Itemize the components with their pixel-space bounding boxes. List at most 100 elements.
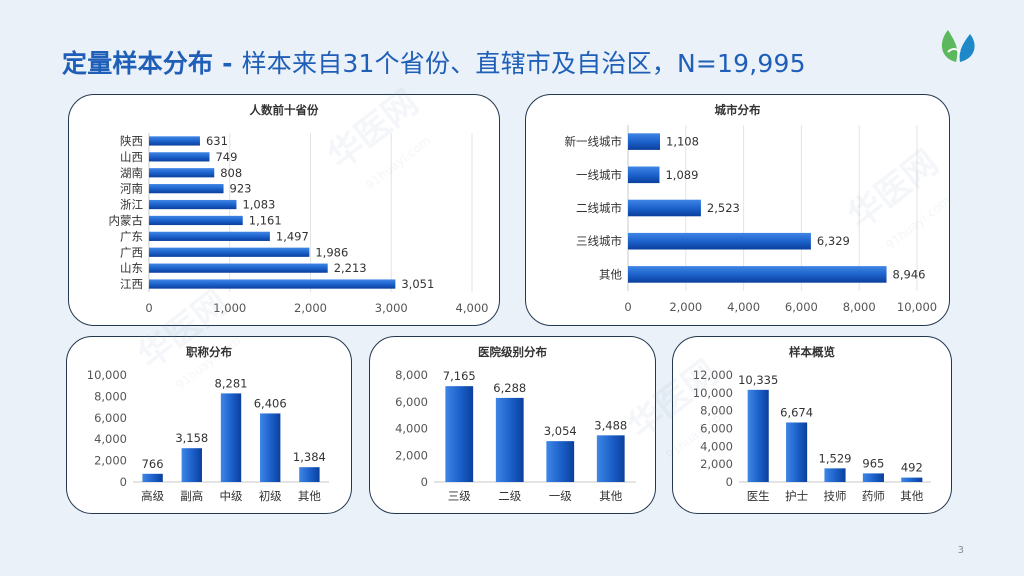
title_rank-value-label: 3,158 bbox=[175, 431, 208, 445]
title_rank-category-label: 高级 bbox=[141, 489, 164, 503]
sample_overview-category-label: 其他 bbox=[900, 489, 923, 503]
provinces-category-label: 山西 bbox=[120, 150, 143, 164]
provinces-x-tick-label: 3,000 bbox=[375, 301, 408, 315]
provinces-x-tick-label: 4,000 bbox=[456, 301, 489, 315]
slide-title-subtitle: 样本来自31个省份、直辖市及自治区，N=19,995 bbox=[241, 49, 806, 78]
sample_overview-category-label: 医生 bbox=[747, 489, 770, 503]
provinces-bar bbox=[149, 184, 224, 194]
provinces-value-label: 1,083 bbox=[242, 198, 275, 212]
hospital_level-y-tick-label: 2,000 bbox=[395, 448, 428, 462]
hospital_level-value-label: 7,165 bbox=[443, 369, 476, 383]
title_rank-category-label: 中级 bbox=[220, 489, 243, 503]
title_rank-bar bbox=[299, 467, 320, 482]
hospital_level-bar bbox=[495, 397, 524, 482]
city-category-label: 其他 bbox=[599, 267, 622, 281]
provinces-category-label: 湖南 bbox=[120, 166, 143, 180]
title_rank-bar bbox=[220, 393, 242, 482]
sample_overview-value-label: 10,335 bbox=[738, 373, 778, 387]
slide-title-bold: 定量样本分布 - bbox=[62, 49, 242, 78]
sample_overview-category-label: 药师 bbox=[862, 489, 885, 503]
title_rank-value-label: 8,281 bbox=[215, 376, 248, 390]
title_rank-y-tick-label: 6,000 bbox=[94, 411, 127, 425]
sample_overview-y-tick-label: 12,000 bbox=[693, 368, 733, 382]
sample_overview-y-tick-label: 2,000 bbox=[700, 457, 733, 471]
hospital_level-bar bbox=[445, 386, 474, 482]
provinces-bar bbox=[149, 247, 310, 257]
page-number: 3 bbox=[957, 545, 964, 556]
sample_overview-value-label: 492 bbox=[901, 461, 923, 475]
hospital_level-bar bbox=[596, 435, 625, 482]
title_rank-category-label: 副高 bbox=[180, 489, 203, 503]
provinces-category-label: 浙江 bbox=[120, 198, 143, 212]
title_rank-y-tick-label: 2,000 bbox=[94, 454, 127, 468]
provinces-bar bbox=[149, 215, 243, 226]
city-x-tick-label: 10,000 bbox=[897, 300, 937, 314]
city-category-label: 一线城市 bbox=[576, 168, 622, 182]
sample_overview-value-label: 1,529 bbox=[819, 451, 852, 465]
sample_overview-bar bbox=[901, 477, 923, 482]
title_rank-bar bbox=[181, 448, 202, 482]
sample_overview-value-label: 6,674 bbox=[780, 405, 813, 419]
sample_overview-category-label: 护士 bbox=[785, 489, 808, 503]
provinces-bar bbox=[149, 279, 396, 289]
sample_overview-bar bbox=[786, 422, 808, 482]
provinces-bar-chart: 0 1,000 2,000 3,000 4,000 陕西 631 山西 749 湖南 808 河南 92… bbox=[109, 133, 489, 315]
sample_overview-y-tick-label: 6,000 bbox=[700, 422, 733, 436]
provinces-value-label: 1,497 bbox=[276, 229, 309, 243]
city-value-label: 8,946 bbox=[893, 267, 926, 281]
title-rank-chart-panel: 职称分布 0 2,000 4,000 6,000 8,000 10,000 766 高级 3,1… bbox=[66, 336, 352, 514]
provinces-value-label: 2,213 bbox=[334, 261, 367, 275]
provinces-category-label: 江西 bbox=[120, 277, 143, 291]
title_rank-value-label: 766 bbox=[142, 457, 164, 471]
sample_overview-category-label: 技师 bbox=[824, 489, 847, 503]
sample-overview-chart-panel: 样本概览 0 2,000 4,000 6,000 8,000 10,000 12,000 10… bbox=[672, 336, 952, 514]
slide-title: 定量样本分布 - 样本来自31个省份、直辖市及自治区，N=19,995 bbox=[62, 44, 806, 80]
hospital_level-value-label: 6,288 bbox=[493, 381, 526, 395]
city-x-tick-label: 8,000 bbox=[843, 300, 876, 314]
city-x-tick-label: 4,000 bbox=[727, 300, 760, 314]
city-value-label: 2,523 bbox=[707, 201, 740, 215]
hospital_level-value-label: 3,054 bbox=[544, 424, 577, 438]
title_rank-category-label: 其他 bbox=[298, 489, 321, 503]
title_rank-bar bbox=[260, 413, 281, 482]
title_rank-bar bbox=[142, 473, 163, 482]
sample_overview-bar bbox=[862, 473, 884, 482]
city-chart-panel: 城市分布 0 2,000 4,000 6,000 8,000 10,000 新一线城市 1,1… bbox=[525, 94, 950, 326]
hospital_level-y-tick-label: 8,000 bbox=[395, 368, 428, 382]
title-rank-chart-title: 职称分布 bbox=[186, 345, 232, 359]
city-value-label: 6,329 bbox=[817, 234, 850, 248]
sample-overview-chart-title: 样本概览 bbox=[789, 345, 835, 359]
hospital-level-chart-panel: 医院级别分布 0 2,000 4,000 6,000 8,000 7,165 三级 6,288… bbox=[369, 336, 656, 514]
city-chart-title: 城市分布 bbox=[714, 103, 761, 117]
sample_overview-bar bbox=[824, 468, 846, 482]
provinces-value-label: 1,161 bbox=[249, 213, 282, 227]
provinces-bar bbox=[149, 263, 328, 273]
provinces-category-label: 山东 bbox=[120, 261, 143, 275]
provinces-value-label: 808 bbox=[220, 166, 242, 180]
title_rank-category-label: 初级 bbox=[259, 489, 282, 503]
title_rank-value-label: 1,384 bbox=[293, 450, 326, 464]
provinces-category-label: 内蒙古 bbox=[109, 213, 144, 227]
sample_overview-y-tick-label: 8,000 bbox=[700, 404, 733, 418]
hospital_level-category-label: 二级 bbox=[498, 489, 521, 503]
sample_overview-y-tick-label: 10,000 bbox=[693, 386, 733, 400]
hospital_level-y-tick-label: 6,000 bbox=[395, 395, 428, 409]
city-x-tick-label: 2,000 bbox=[669, 300, 702, 314]
city-bar bbox=[628, 266, 887, 283]
title_rank-y-tick-label: 8,000 bbox=[94, 389, 127, 403]
provinces-x-tick-label: 1,000 bbox=[213, 301, 246, 315]
title_rank-y-tick-label: 0 bbox=[120, 475, 127, 489]
title-rank-bar-chart: 0 2,000 4,000 6,000 8,000 10,000 766 高级 3,158 副高 8… bbox=[87, 368, 329, 503]
hospital_level-y-tick-label: 0 bbox=[421, 475, 428, 489]
provinces-category-label: 广东 bbox=[120, 229, 143, 243]
brand-logo-icon bbox=[941, 30, 975, 62]
provinces-x-tick-label: 0 bbox=[145, 301, 152, 315]
title_rank-y-tick-label: 4,000 bbox=[94, 432, 127, 446]
hospital_level-category-label: 三级 bbox=[448, 489, 471, 503]
city-bar bbox=[628, 232, 811, 250]
provinces-value-label: 1,986 bbox=[315, 245, 348, 259]
city-x-tick-label: 0 bbox=[624, 300, 631, 314]
city-x-tick-label: 6,000 bbox=[785, 300, 818, 314]
provinces-bar bbox=[149, 136, 200, 146]
hospital-level-bar-chart: 0 2,000 4,000 6,000 8,000 7,165 三级 6,288 二级 3,054… bbox=[395, 368, 636, 503]
